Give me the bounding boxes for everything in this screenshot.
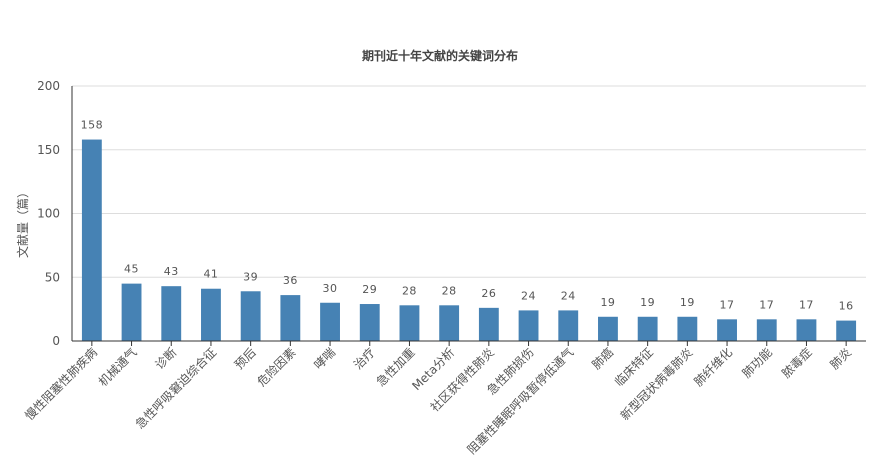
bar [240,291,261,341]
bars [81,139,857,341]
data-label: 16 [839,300,854,313]
bar [717,319,737,341]
y-tick-label: 0 [52,334,60,348]
bar [320,302,340,341]
bar [558,310,579,341]
data-label: 19 [640,296,655,309]
y-axis-label: 文献量（篇） [15,186,30,258]
x-tick-label: 肺癌 [588,345,616,373]
bar [637,316,658,341]
data-label: 43 [164,265,179,278]
data-label: 19 [600,296,615,309]
x-tick-label: 新型冠状病毒肺炎 [617,345,695,423]
x-tick-label: 治疗 [351,345,378,372]
data-label: 19 [680,296,695,309]
bar [280,295,301,341]
y-axis-ticks: 0 50 100 150 200 [37,79,60,348]
data-label: 45 [124,263,139,276]
bar [478,307,499,341]
x-tick-label: 肺功能 [740,345,775,380]
bar [677,316,698,341]
bar [518,310,539,341]
bar [756,319,777,341]
y-tick-label: 200 [37,79,60,93]
bar [121,283,142,341]
bar [439,305,460,341]
data-label: 30 [323,282,338,295]
bar [598,316,618,341]
bar [201,288,221,341]
data-label: 28 [442,284,457,297]
x-tick-label: 哮喘 [311,345,338,372]
data-label: 41 [203,268,218,281]
x-tick-label: 机械通气 [95,345,140,390]
bar [359,304,380,341]
data-label: 28 [402,284,417,297]
x-tick-label: 脓毒症 [778,345,814,381]
y-tick-label: 150 [37,143,60,157]
bar [161,286,182,341]
bar [836,320,857,341]
data-label: 36 [283,274,298,287]
data-label: 26 [481,287,496,300]
x-tick-label: 预后 [232,345,259,372]
bar [81,139,102,341]
data-label: 158 [81,119,104,132]
data-label: 39 [243,270,258,283]
data-label: 24 [521,289,536,302]
chart-title: 期刊近十年文献的关键词分布 [362,48,518,63]
data-label: 17 [799,298,814,311]
x-tick-label: 诊断 [152,345,180,373]
gridlines [72,85,866,278]
x-tick-label: 肺炎 [827,345,854,372]
data-labels: 158 45 43 41 39 36 30 29 28 28 26 24 24 19 19 19 17 17 17 1… [81,119,854,313]
bar [796,319,817,341]
y-tick-label: 100 [37,207,60,221]
data-label: 24 [561,289,576,302]
x-tick-label: 慢性阻塞性肺疾病 [21,345,99,423]
data-label: 29 [362,283,377,296]
x-tick-label: 肺纤维化 [691,345,735,389]
data-label: 17 [759,298,774,311]
y-tick-label: 50 [45,270,60,284]
data-label: 17 [720,298,735,311]
x-tick-label: 危险因素 [254,345,299,390]
bar [399,305,420,341]
